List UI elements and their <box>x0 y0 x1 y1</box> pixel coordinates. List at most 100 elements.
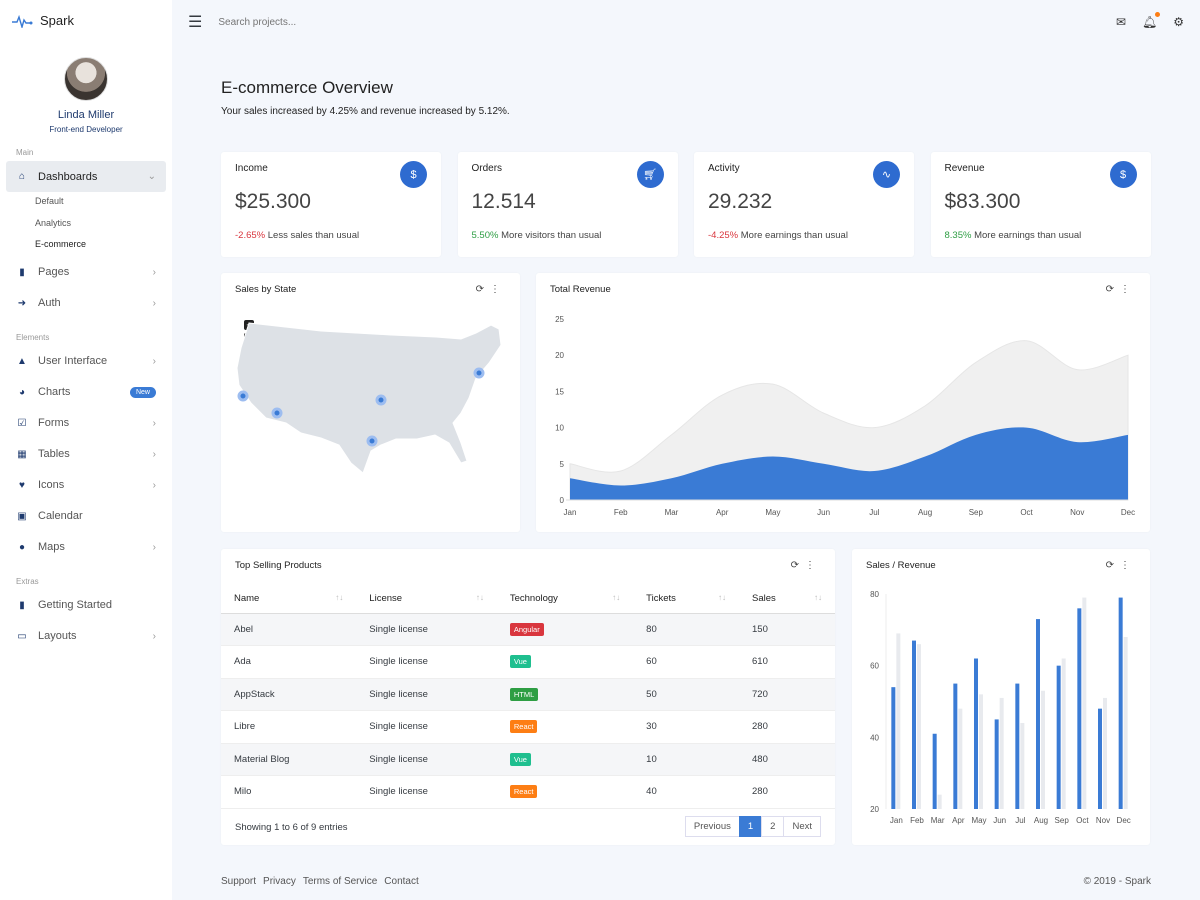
sidebar-item-forms[interactable]: ☑ Forms › <box>17 417 156 429</box>
sidebar-item-auth[interactable]: ➜ Auth › <box>17 297 156 309</box>
bar-jun-0[interactable] <box>994 719 999 809</box>
footer-link-support[interactable]: Support <box>221 876 257 887</box>
search-input[interactable] <box>218 16 419 28</box>
stat-value: $83.300 <box>944 190 1021 213</box>
card-title: Sales / Revenue <box>866 560 936 571</box>
x-tick-label: Aug <box>918 508 932 517</box>
bar-may-1[interactable] <box>979 694 983 809</box>
sidebar-item-layouts[interactable]: ▭ Layouts › <box>17 630 156 642</box>
table-cell: Single license <box>356 710 497 744</box>
bar-aug-0[interactable] <box>1036 619 1040 809</box>
table-row[interactable]: Material Blog Single license Vue 10 480 <box>221 743 835 776</box>
bar-may-0[interactable] <box>974 658 978 810</box>
sidebar-sub-default[interactable]: Default <box>35 196 64 206</box>
bar-jul-1[interactable] <box>1020 723 1025 809</box>
brand[interactable]: Spark <box>0 0 172 41</box>
map-marker[interactable] <box>366 435 378 447</box>
map-marker[interactable] <box>237 390 249 402</box>
sidebar-item-icons[interactable]: ♥ Icons › <box>6 470 166 501</box>
bar-apr-0[interactable] <box>953 683 958 809</box>
stat-description: More visitors than usual <box>501 230 602 241</box>
table-row[interactable]: Libre Single license React 30 280 <box>221 710 835 744</box>
next-button[interactable]: Next <box>783 816 821 837</box>
map-marker[interactable] <box>375 394 387 406</box>
gear-icon[interactable]: ⚙ <box>1173 15 1184 29</box>
page-2-button[interactable]: 2 <box>761 816 785 837</box>
bar-apr-1[interactable] <box>958 708 963 809</box>
refresh-icon[interactable]: ⟳ <box>790 560 805 571</box>
bar-nov-1[interactable] <box>1103 697 1107 809</box>
stat-card-revenue: Revenue $ $83.300 8.35% More earnings th… <box>930 152 1151 257</box>
footer-link-terms[interactable]: Terms of Service <box>302 876 378 887</box>
bar-oct-1[interactable] <box>1082 597 1087 809</box>
sort-icon[interactable]: ↑↓ <box>612 593 621 603</box>
sidebar-item-pages[interactable]: ▮ Pages › <box>6 257 166 288</box>
bar-dec-1[interactable] <box>1123 637 1128 809</box>
bar-jul-0[interactable] <box>1015 683 1020 809</box>
bar-dec-0[interactable] <box>1118 597 1123 809</box>
column-header[interactable]: Tickets ↑↓ <box>633 585 740 614</box>
check-square-icon: ☑ <box>17 417 27 429</box>
sidebar-item-calendar[interactable]: ▣ Calendar <box>17 510 83 522</box>
sidebar-sub-ecommerce[interactable]: E-commerce <box>35 239 87 249</box>
refresh-icon[interactable]: ⟳ <box>475 284 490 295</box>
bar-feb-1[interactable] <box>917 644 921 809</box>
more-vertical-icon[interactable]: ⋮ <box>805 560 821 571</box>
us-map[interactable] <box>221 273 520 532</box>
previous-button[interactable]: Previous <box>684 816 740 837</box>
more-vertical-icon[interactable]: ⋮ <box>490 284 506 295</box>
envelope-open-icon[interactable]: ✉ <box>1115 15 1126 29</box>
bar-nov-0[interactable] <box>1098 708 1102 809</box>
map-marker[interactable] <box>271 407 283 419</box>
sort-icon[interactable]: ↑↓ <box>475 593 484 603</box>
table-cell: 480 <box>739 743 835 776</box>
sort-icon[interactable]: ↑↓ <box>335 593 344 603</box>
column-header[interactable]: Sales ↑↓ <box>739 585 835 614</box>
sort-icon[interactable]: ↑↓ <box>814 593 822 603</box>
page-1-button[interactable]: 1 <box>738 816 763 837</box>
footer-link-privacy[interactable]: Privacy <box>263 876 296 887</box>
map-marker[interactable] <box>473 367 485 379</box>
bar-jun-1[interactable] <box>999 697 1004 809</box>
sidebar-item-getting-started[interactable]: ▮ Getting Started <box>6 590 166 621</box>
more-vertical-icon[interactable]: ⋮ <box>1120 284 1136 295</box>
sales-revenue-card: Sales / Revenue ⟳⋮ 20 40 60 80 Jan Feb Mar Apr M… <box>852 549 1150 845</box>
table-cell: 60 <box>633 645 740 679</box>
hamburger-menu-icon[interactable]: ☰ <box>188 14 203 31</box>
refresh-icon[interactable]: ⟳ <box>1105 284 1120 295</box>
footer-link-contact[interactable]: Contact <box>384 876 419 887</box>
table-cell: Single license <box>356 645 497 679</box>
table-row[interactable]: Abel Single license Angular 80 150 <box>221 613 835 646</box>
sidebar-item-maps[interactable]: ● Maps › <box>6 532 166 563</box>
sidebar-item-user-interface[interactable]: ▲ User Interface › <box>17 355 156 367</box>
sidebar-item-dashboards[interactable]: ⌂ Dashboards ⌄ <box>6 161 166 192</box>
x-tick-label: Nov <box>1070 508 1084 517</box>
bar-sep-0[interactable] <box>1056 665 1061 809</box>
bar-aug-1[interactable] <box>1041 690 1045 809</box>
sidebar-item-tables[interactable]: ▦ Tables › <box>17 448 156 460</box>
column-header[interactable]: Name ↑↓ <box>221 585 357 614</box>
table-row[interactable]: AppStack Single license HTML 50 720 <box>221 678 835 711</box>
table-row[interactable]: Ada Single license Vue 60 610 <box>221 645 835 679</box>
y-tick-label: 25 <box>555 315 564 324</box>
table-cell: Libre <box>221 710 357 744</box>
sidebar-item-charts[interactable]: ◕ Charts New <box>6 377 166 408</box>
bar-feb-0[interactable] <box>912 640 916 809</box>
column-header[interactable]: License ↑↓ <box>356 585 497 614</box>
bar-sep-1[interactable] <box>1061 658 1066 810</box>
bar-jan-0[interactable] <box>891 687 896 809</box>
more-vertical-icon[interactable]: ⋮ <box>1120 560 1136 571</box>
bar-jan-1[interactable] <box>896 633 901 809</box>
table-row[interactable]: Milo Single license React 40 280 <box>221 775 835 809</box>
sort-icon[interactable]: ↑↓ <box>718 593 727 603</box>
x-tick-label: Dec <box>1117 816 1131 825</box>
bar-mar-0[interactable] <box>932 733 937 809</box>
bar-oct-0[interactable] <box>1077 608 1082 809</box>
avatar[interactable] <box>64 57 108 101</box>
bell-icon[interactable]: 🔔︎ <box>1142 12 1161 29</box>
refresh-icon[interactable]: ⟳ <box>1105 560 1120 571</box>
sidebar-sub-analytics[interactable]: Analytics <box>35 217 72 228</box>
bar-mar-1[interactable] <box>937 794 942 809</box>
column-header[interactable]: Technology ↑↓ <box>496 585 634 614</box>
table-cell: AppStack <box>221 678 357 711</box>
